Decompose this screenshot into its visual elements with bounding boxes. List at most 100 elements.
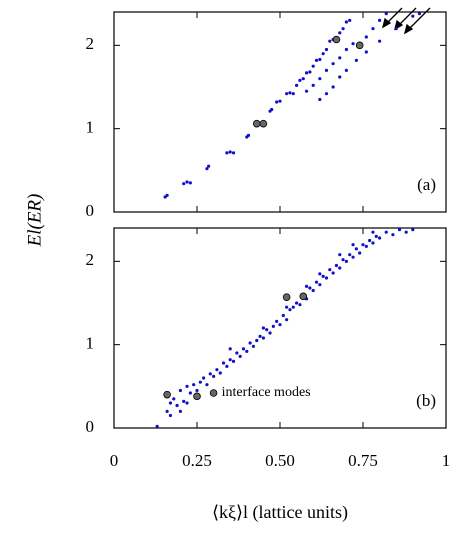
point [417, 12, 422, 16]
y-tick-label: 2 [86, 250, 95, 269]
point [202, 376, 206, 380]
point [304, 89, 309, 93]
highlight-point [209, 389, 218, 397]
point [354, 58, 358, 62]
highlight-point [163, 390, 171, 399]
point [288, 308, 292, 312]
point [304, 284, 309, 288]
point [285, 92, 289, 96]
point [397, 228, 402, 232]
point [304, 71, 309, 75]
highlight-point [355, 41, 364, 50]
point [324, 68, 329, 72]
point [344, 68, 348, 72]
point [192, 383, 196, 387]
point [321, 274, 325, 278]
point [361, 243, 365, 247]
point [291, 305, 295, 309]
point [271, 324, 275, 328]
point [371, 27, 375, 31]
point [231, 359, 236, 363]
point [218, 371, 222, 375]
point [348, 18, 352, 22]
point [245, 349, 249, 353]
x-tick-label: 0.50 [265, 451, 295, 470]
point [338, 75, 342, 79]
highlight-point [332, 35, 341, 44]
point [324, 276, 329, 280]
point [168, 401, 173, 405]
point [364, 35, 368, 39]
point [318, 97, 322, 102]
point [318, 77, 322, 81]
panel-label: (b) [416, 391, 436, 410]
point [324, 47, 329, 52]
point [344, 20, 348, 24]
point [178, 388, 182, 393]
point [338, 31, 342, 35]
point [241, 347, 246, 351]
point [404, 230, 408, 234]
point [155, 424, 159, 428]
point [228, 347, 232, 351]
point [291, 92, 295, 96]
point [178, 409, 182, 413]
point [308, 70, 312, 74]
point [268, 331, 272, 335]
point [384, 12, 388, 16]
point [182, 182, 186, 186]
point [318, 272, 322, 276]
point [215, 368, 219, 372]
point [172, 397, 176, 401]
point [331, 62, 335, 66]
point [295, 83, 299, 87]
point [328, 268, 332, 272]
point [175, 403, 179, 408]
point [188, 391, 192, 395]
point [351, 255, 355, 259]
y-axis-label: El(ER) [24, 194, 45, 248]
point [378, 39, 382, 43]
point [258, 334, 262, 338]
point [411, 14, 415, 18]
x-tick-label: 0.25 [182, 451, 212, 470]
point [255, 338, 259, 343]
point [324, 92, 329, 96]
point [238, 354, 242, 358]
point [391, 233, 395, 237]
point [281, 313, 285, 318]
point [354, 247, 358, 251]
point [165, 409, 169, 413]
point [168, 413, 173, 418]
point [374, 234, 378, 238]
point [295, 301, 299, 305]
y-tick-label: 1 [86, 334, 95, 353]
point [314, 58, 319, 62]
point [251, 344, 256, 348]
point [358, 251, 362, 255]
point [331, 85, 335, 89]
point [198, 380, 202, 384]
point [364, 50, 368, 54]
point [371, 241, 375, 245]
point [298, 303, 302, 307]
point [351, 42, 355, 46]
point [364, 244, 368, 248]
point [378, 236, 382, 240]
y-tick-label: 0 [86, 201, 95, 220]
point [225, 364, 229, 368]
x-tick-label: 1 [442, 451, 451, 470]
point [212, 374, 216, 378]
point [394, 27, 398, 31]
point [311, 83, 315, 87]
point [318, 57, 322, 62]
point [411, 228, 415, 232]
x-tick-label: 0.75 [348, 451, 378, 470]
point [185, 384, 189, 388]
point [207, 164, 211, 168]
point [384, 230, 388, 234]
point [261, 336, 265, 340]
point [165, 193, 169, 197]
point [311, 64, 315, 68]
